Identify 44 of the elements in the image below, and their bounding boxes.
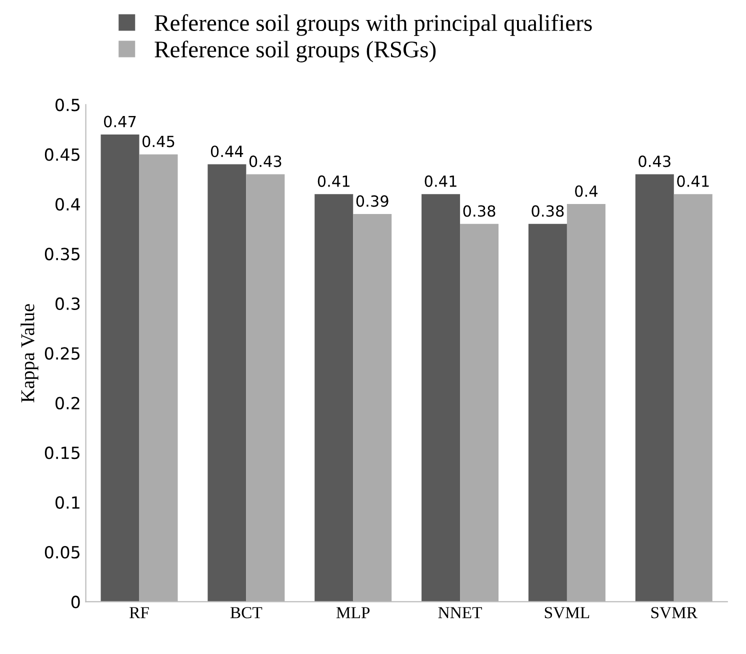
bar <box>139 154 178 602</box>
data-label: 0.38 <box>463 205 496 217</box>
data-label: 0.45 <box>142 136 174 148</box>
bar <box>422 194 460 602</box>
bar <box>246 174 285 602</box>
legend-label: Reference soil groups (RSGs) <box>154 40 436 62</box>
legend-label: Reference soil groups with principal qualifiers <box>154 14 592 36</box>
bar <box>528 224 567 602</box>
data-label: 0.43 <box>638 156 670 168</box>
data-label: 0.38 <box>532 205 564 217</box>
x-tick-label: SVMR <box>651 607 698 618</box>
x-tick-label: SVML <box>544 607 590 618</box>
bar <box>100 134 140 602</box>
y-tick-label: 0.2 <box>56 396 80 410</box>
bar <box>566 204 606 602</box>
y-tick-label: 0.05 <box>44 546 80 559</box>
y-tick-label: 0.45 <box>44 148 80 161</box>
y-tick-label: 0 <box>71 596 80 608</box>
y-tick-label: 0.5 <box>56 98 80 112</box>
data-label: 0.44 <box>210 146 244 158</box>
bar <box>460 224 499 602</box>
data-label: 0.4 <box>575 185 598 197</box>
y-tick-label: 0.25 <box>44 347 80 360</box>
y-tick-label: 0.4 <box>56 198 80 211</box>
bar <box>314 194 354 602</box>
data-label: 0.43 <box>249 156 282 168</box>
y-axis-title: Kappa Value <box>20 304 38 402</box>
bar <box>635 174 674 602</box>
data-label: 0.41 <box>424 175 456 187</box>
x-tick-label: MLP <box>336 607 370 618</box>
y-tick-label: 0.1 <box>56 496 80 509</box>
y-tick-label: 0.35 <box>44 248 80 260</box>
bar <box>208 164 246 602</box>
x-tick-label: RF <box>130 607 149 618</box>
data-label: 0.41 <box>318 175 350 187</box>
data-label: 0.39 <box>356 195 388 207</box>
bar <box>353 214 392 602</box>
x-tick-label: BCT <box>230 607 262 618</box>
x-tick-label: NNET <box>438 607 482 618</box>
bar <box>674 194 712 602</box>
y-tick-label: 0.15 <box>44 446 80 460</box>
data-label: 0.41 <box>677 175 709 187</box>
y-tick-label: 0.3 <box>56 297 80 310</box>
data-label: 0.47 <box>104 116 136 128</box>
